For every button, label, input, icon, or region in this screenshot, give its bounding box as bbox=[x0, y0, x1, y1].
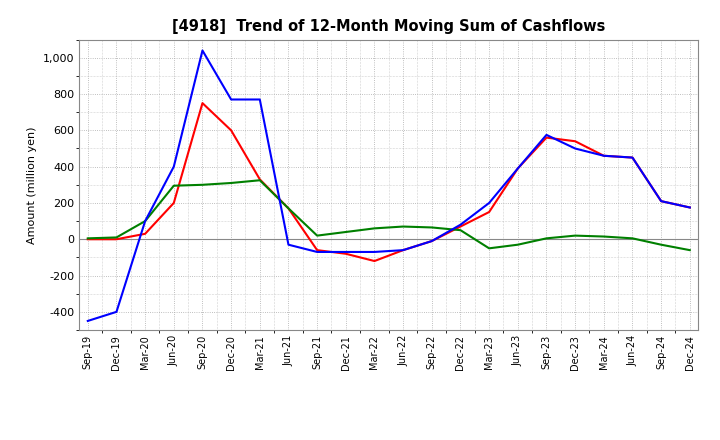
Investing Cashflow bbox=[399, 224, 408, 229]
Line: Investing Cashflow: Investing Cashflow bbox=[88, 180, 690, 250]
Investing Cashflow bbox=[657, 242, 665, 247]
Free Cashflow bbox=[341, 249, 350, 255]
Investing Cashflow bbox=[198, 182, 207, 187]
Free Cashflow bbox=[542, 132, 551, 138]
Free Cashflow bbox=[685, 205, 694, 210]
Operating Cashflow bbox=[542, 135, 551, 140]
Free Cashflow bbox=[571, 146, 580, 151]
Investing Cashflow bbox=[256, 178, 264, 183]
Investing Cashflow bbox=[312, 233, 321, 238]
Investing Cashflow bbox=[284, 206, 293, 211]
Operating Cashflow bbox=[600, 153, 608, 158]
Operating Cashflow bbox=[657, 198, 665, 204]
Free Cashflow bbox=[428, 238, 436, 244]
Free Cashflow bbox=[513, 166, 522, 171]
Investing Cashflow bbox=[112, 235, 121, 240]
Operating Cashflow bbox=[456, 224, 465, 229]
Free Cashflow bbox=[141, 218, 150, 224]
Operating Cashflow bbox=[141, 231, 150, 236]
Investing Cashflow bbox=[169, 183, 178, 188]
Investing Cashflow bbox=[542, 236, 551, 241]
Free Cashflow bbox=[198, 48, 207, 53]
Free Cashflow bbox=[112, 309, 121, 315]
Investing Cashflow bbox=[628, 236, 636, 241]
Operating Cashflow bbox=[112, 237, 121, 242]
Operating Cashflow bbox=[284, 206, 293, 211]
Y-axis label: Amount (million yen): Amount (million yen) bbox=[27, 126, 37, 244]
Operating Cashflow bbox=[227, 128, 235, 133]
Operating Cashflow bbox=[485, 209, 493, 215]
Free Cashflow bbox=[169, 164, 178, 169]
Free Cashflow bbox=[485, 200, 493, 205]
Operating Cashflow bbox=[628, 155, 636, 160]
Free Cashflow bbox=[84, 318, 92, 323]
Operating Cashflow bbox=[370, 258, 379, 264]
Investing Cashflow bbox=[370, 226, 379, 231]
Free Cashflow bbox=[256, 97, 264, 102]
Operating Cashflow bbox=[571, 139, 580, 144]
Legend: Operating Cashflow, Investing Cashflow, Free Cashflow: Operating Cashflow, Investing Cashflow, … bbox=[162, 437, 616, 440]
Free Cashflow bbox=[284, 242, 293, 247]
Free Cashflow bbox=[227, 97, 235, 102]
Investing Cashflow bbox=[513, 242, 522, 247]
Investing Cashflow bbox=[141, 218, 150, 224]
Operating Cashflow bbox=[399, 247, 408, 253]
Line: Free Cashflow: Free Cashflow bbox=[88, 51, 690, 321]
Operating Cashflow bbox=[169, 200, 178, 205]
Investing Cashflow bbox=[600, 234, 608, 239]
Investing Cashflow bbox=[571, 233, 580, 238]
Investing Cashflow bbox=[428, 225, 436, 230]
Free Cashflow bbox=[312, 249, 321, 255]
Operating Cashflow bbox=[513, 166, 522, 171]
Free Cashflow bbox=[657, 198, 665, 204]
Title: [4918]  Trend of 12-Month Moving Sum of Cashflows: [4918] Trend of 12-Month Moving Sum of C… bbox=[172, 19, 606, 34]
Free Cashflow bbox=[628, 155, 636, 160]
Investing Cashflow bbox=[84, 236, 92, 241]
Operating Cashflow bbox=[685, 205, 694, 210]
Free Cashflow bbox=[600, 153, 608, 158]
Operating Cashflow bbox=[198, 100, 207, 106]
Investing Cashflow bbox=[685, 247, 694, 253]
Free Cashflow bbox=[456, 222, 465, 227]
Investing Cashflow bbox=[227, 180, 235, 186]
Investing Cashflow bbox=[341, 229, 350, 235]
Free Cashflow bbox=[399, 247, 408, 253]
Operating Cashflow bbox=[84, 237, 92, 242]
Line: Operating Cashflow: Operating Cashflow bbox=[88, 103, 690, 261]
Free Cashflow bbox=[370, 249, 379, 255]
Investing Cashflow bbox=[485, 246, 493, 251]
Operating Cashflow bbox=[312, 247, 321, 253]
Operating Cashflow bbox=[256, 177, 264, 182]
Operating Cashflow bbox=[341, 251, 350, 257]
Operating Cashflow bbox=[428, 238, 436, 244]
Investing Cashflow bbox=[456, 227, 465, 233]
